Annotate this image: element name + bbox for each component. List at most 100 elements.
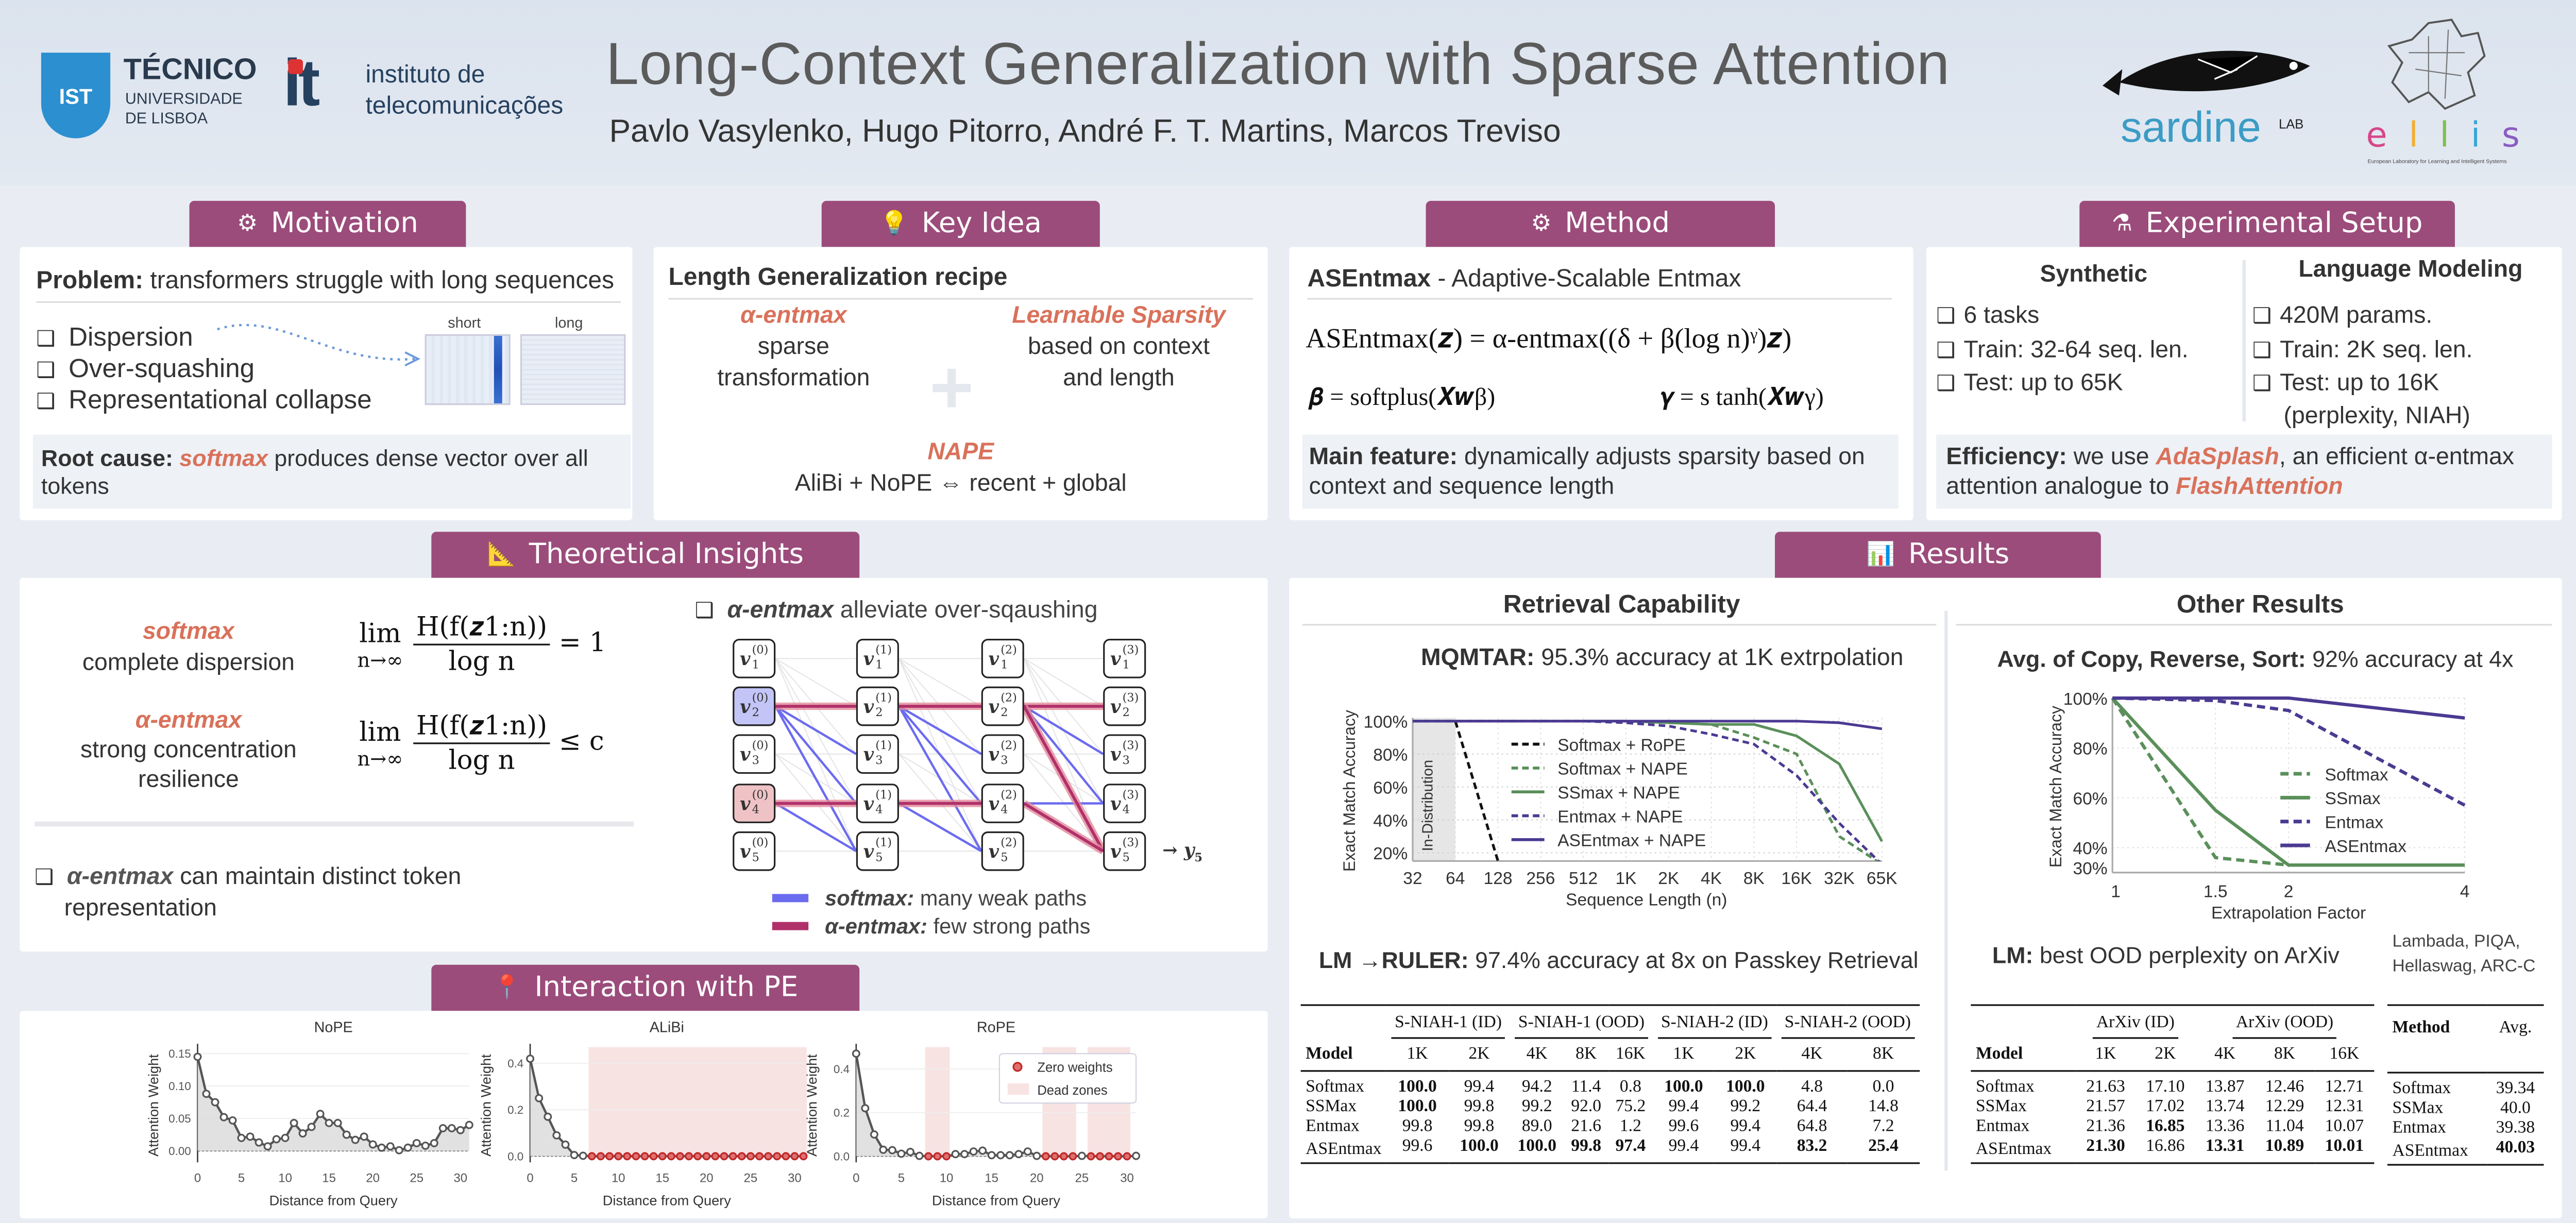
node-symbol: v	[1110, 743, 1121, 765]
x-axis-label: Sequence Length (n)	[1566, 891, 1727, 910]
y-tick-label: 0.10	[168, 1080, 191, 1093]
data-point	[1014, 1150, 1023, 1159]
model-cell: Entmax	[1306, 1117, 1360, 1136]
table-header: Method Avg.	[2387, 1005, 2544, 1073]
item-label: Over-squashing	[69, 355, 255, 384]
legend-swatch	[772, 894, 809, 903]
node-row-index: 5	[875, 851, 883, 864]
root-cause-label: Root cause:	[41, 444, 173, 471]
text: dynamically adjusts sparsity based on co…	[1309, 444, 1865, 501]
data-point	[298, 1129, 307, 1138]
text: based on context	[1028, 334, 1210, 361]
list-item: ❑ Test: up to 16K	[2252, 367, 2473, 401]
data-point	[219, 1113, 228, 1122]
data-point	[246, 1132, 255, 1141]
node-indices: (2) 1	[1001, 643, 1017, 674]
heatmap-long	[520, 334, 626, 405]
x-tick-label: 5	[571, 1171, 578, 1185]
y-tick-label: 0.2	[834, 1107, 850, 1119]
column-header: 4K	[2214, 1045, 2236, 1064]
node-row-index: 1	[752, 658, 759, 672]
node-symbol: v	[988, 648, 999, 670]
legend-label: Softmax	[2325, 766, 2388, 785]
diagram-node: v (2) 1	[981, 638, 1024, 678]
node-layer-index: (2)	[1001, 788, 1017, 801]
motivation-panel: Problem: transformers struggle with long…	[20, 247, 633, 520]
column-header: 16K	[1615, 1045, 1646, 1064]
series-line	[2111, 697, 2289, 867]
data-point	[951, 1150, 960, 1159]
zero-weight-point	[1096, 1152, 1104, 1161]
table-row: SSMax 21.57 17.02 13.74 12.29 12.31	[1971, 1098, 2374, 1118]
value-cell: 100.0	[1398, 1098, 1437, 1116]
distinct-representation-bullet: ❑ α-entmax can maintain distinct token re…	[35, 861, 643, 925]
node-symbol: v	[988, 840, 999, 862]
value-cell: 14.8	[1868, 1098, 1899, 1116]
column-header: 2K	[1735, 1045, 1756, 1064]
value-cell: 99.2	[1730, 1098, 1761, 1116]
data-point	[915, 1151, 924, 1160]
group-header: S-NIAH-2 (ID)	[1653, 1005, 1776, 1039]
value-cell: 99.8	[1464, 1117, 1495, 1136]
list-item: ❑ Train: 2K seq. len.	[2252, 333, 2473, 367]
checkbox-icon: ❑	[35, 864, 54, 889]
node-symbol: v	[739, 840, 751, 862]
node-row-index: 3	[875, 754, 883, 768]
node-indices: (2) 3	[1001, 738, 1017, 770]
legend-item-entmax: α-entmax: few strong paths	[772, 912, 1091, 940]
node-row-index: 4	[1122, 803, 1130, 817]
bar-chart-icon: 📊	[1866, 541, 1895, 568]
pin-icon: 📍	[493, 974, 521, 1001]
table-row: ASEntmax 99.6 100.0 100.0 99.8 97.4 99.4 99.4 83…	[1300, 1137, 1919, 1163]
legend-text: few strong paths	[927, 913, 1091, 939]
model-cell: ASEntmax	[1975, 1140, 2052, 1159]
data-point	[544, 1112, 552, 1121]
data-point	[412, 1139, 421, 1147]
model-cell: Entmax	[1975, 1117, 2030, 1136]
theory-panel: softmax complete dispersion lim n→∞ H(f(𝒛1…	[20, 577, 1268, 952]
dead-zone	[925, 1047, 950, 1158]
divider	[36, 301, 621, 303]
node-row-index: 5	[1001, 851, 1008, 864]
zero-weight-point	[1123, 1152, 1131, 1161]
y-tick-label: 60%	[1373, 778, 1408, 797]
value-cell: 100.0	[1398, 1078, 1437, 1097]
column-header: 2K	[2155, 1045, 2176, 1064]
data-point	[456, 1126, 465, 1134]
ellis-letter: l	[2439, 115, 2450, 155]
data-point	[430, 1139, 438, 1147]
value-cell: 21.57	[2086, 1098, 2125, 1116]
arxiv-table: ArXiv (ID) ArXiv (OOD) Model 1K 2K 4K 8K 16K Sof…	[1971, 1004, 2375, 1164]
y-tick-label: 0.00	[168, 1145, 191, 1158]
value-cell: 89.0	[1521, 1117, 1552, 1136]
series-line	[1412, 720, 1883, 731]
list-item: ❑ Test: up to 65K	[1936, 367, 2188, 401]
value-cell: 99.4	[1464, 1078, 1495, 1097]
legend-text: many weak paths	[914, 886, 1087, 911]
group-header: S-NIAH-2 (OOD)	[1776, 1005, 1919, 1039]
data-point	[906, 1148, 914, 1157]
lim-sub: n→∞	[357, 746, 403, 770]
benchmarks-label: Hellaswag, ARC-C	[2392, 956, 2536, 977]
table-row: Entmax 39.38	[2387, 1119, 2544, 1139]
authors: Pavlo Vasylenko, Hugo Pitorro, André F. …	[609, 113, 1561, 150]
zero-weight-point	[658, 1152, 667, 1161]
value-cell: 99.6	[1402, 1137, 1433, 1156]
value-cell: 12.31	[2325, 1098, 2364, 1116]
sardine-lab: LAB	[2278, 116, 2304, 132]
setup-panel: Synthetic ❑ 6 tasks ❑ Train: 32-64 seq. le…	[1926, 247, 2562, 520]
key-idea-panel: Length Generalization recipe + α-entmax …	[653, 247, 1268, 520]
item-label: Dispersion	[69, 324, 193, 352]
section-title: Results	[1908, 538, 2010, 571]
text: 97.4% accuracy at 8x on Passkey Retrieva…	[1468, 946, 1919, 973]
column-header: 8K	[1575, 1045, 1597, 1064]
section-title: Theoretical Insights	[529, 538, 804, 571]
x-tick-label: 65K	[1867, 869, 1897, 888]
data-point	[897, 1149, 906, 1158]
value-cell: 12.46	[2265, 1078, 2304, 1097]
x-tick-label: 30	[1120, 1171, 1134, 1185]
equation-asentmax: ASEntmax(𝒛) = α-entmax((δ + β(log n)ᵞ)𝒛)	[1306, 322, 1792, 354]
list-item: ❑ Train: 32-64 seq. len.	[1936, 333, 2188, 367]
checkbox-icon: ❑	[1936, 370, 1956, 395]
